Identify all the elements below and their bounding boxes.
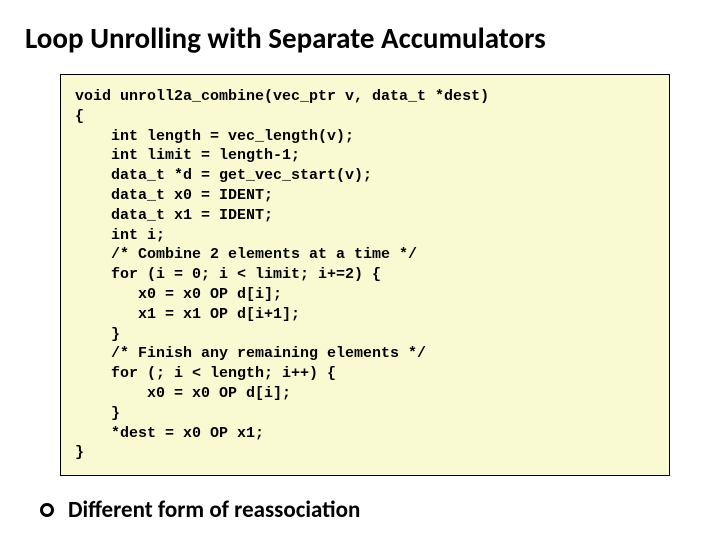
bullet-item: Different form of reassociation	[40, 496, 690, 524]
bullet-icon	[40, 503, 54, 517]
slide-title: Loop Unrolling with Separate Accumulator…	[25, 20, 690, 56]
bullet-text: Different form of reassociation	[68, 496, 360, 524]
code-block: void unroll2a_combine(vec_ptr v, data_t …	[60, 74, 670, 476]
